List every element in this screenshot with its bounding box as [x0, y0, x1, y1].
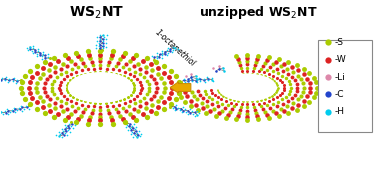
Text: -W: -W: [335, 55, 347, 64]
Text: 1-octanethiol: 1-octanethiol: [153, 27, 197, 68]
FancyArrow shape: [170, 82, 191, 93]
Text: -C: -C: [335, 90, 344, 99]
Text: -H: -H: [335, 107, 345, 116]
Text: unzipped WS$_2$NT: unzipped WS$_2$NT: [199, 4, 318, 21]
FancyBboxPatch shape: [318, 40, 372, 132]
Circle shape: [219, 74, 276, 101]
Text: WS$_2$NT: WS$_2$NT: [69, 5, 124, 21]
Text: -S: -S: [335, 38, 344, 47]
Text: -Li: -Li: [335, 73, 345, 82]
Circle shape: [68, 73, 133, 102]
